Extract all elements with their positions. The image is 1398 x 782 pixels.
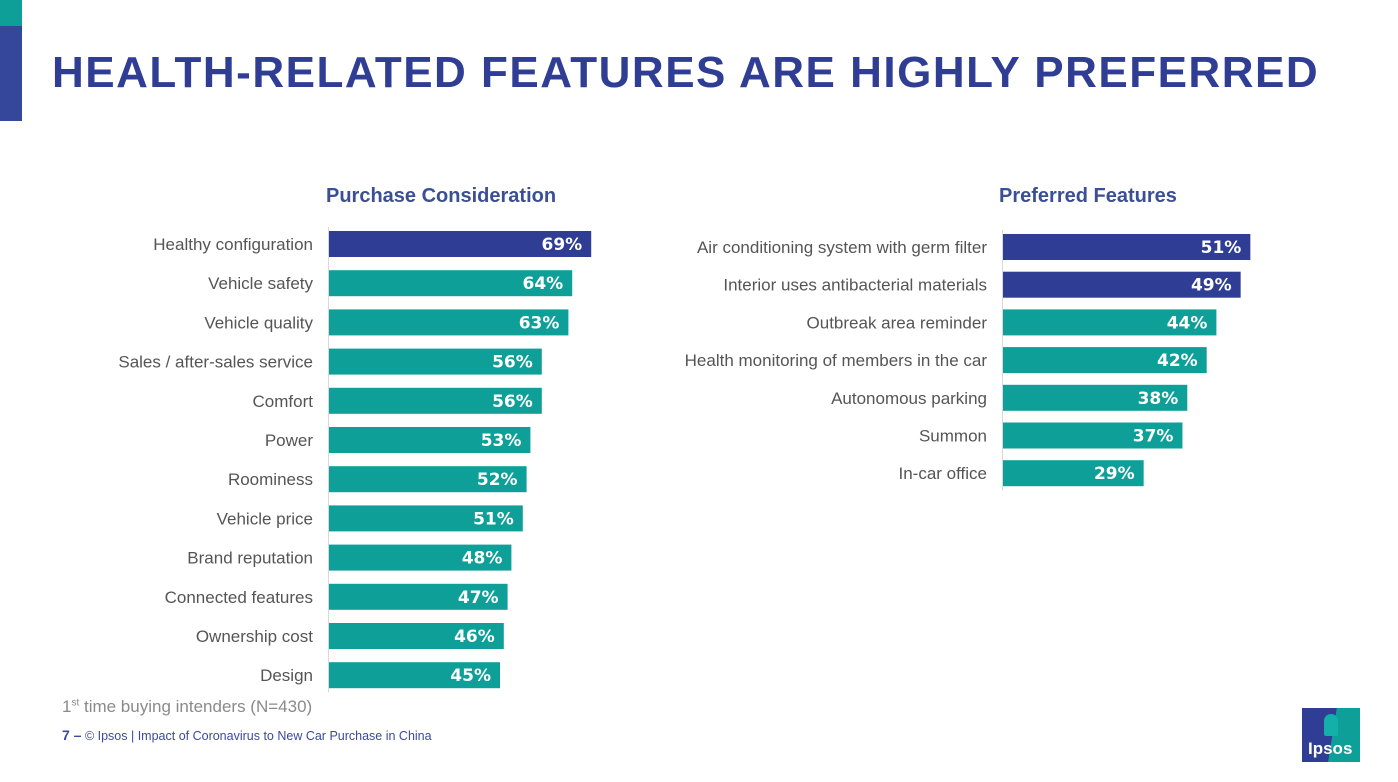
footnote-number: 1	[62, 697, 72, 716]
bar-0	[1003, 234, 1251, 260]
page-title: HEALTH-RELATED FEATURES ARE HIGHLY PREFE…	[52, 48, 1320, 97]
category-label-11: Design	[260, 666, 313, 685]
category-label-2: Vehicle quality	[204, 313, 313, 332]
footnote-text: time buying intenders (N=430)	[79, 697, 313, 716]
accent-bar-teal	[0, 0, 22, 26]
value-label-4: 38%	[1138, 389, 1179, 409]
value-label-1: 49%	[1191, 276, 1232, 296]
bar-5	[329, 427, 531, 453]
bar-6	[329, 466, 527, 493]
value-label-1: 64%	[522, 274, 563, 294]
category-label-0: Healthy configuration	[153, 235, 313, 254]
value-label-0: 69%	[541, 235, 582, 255]
footnote-superscript: st	[71, 697, 80, 709]
category-label-1: Vehicle safety	[208, 274, 313, 293]
chart-title-purchase-consideration: Purchase Consideration	[326, 185, 557, 207]
value-label-3: 42%	[1157, 351, 1198, 371]
bar-5	[1003, 422, 1183, 449]
bar-9	[329, 583, 508, 610]
category-label-1: Interior uses antibacterial materials	[723, 276, 987, 295]
value-label-5: 53%	[481, 431, 522, 451]
value-label-5: 37%	[1133, 427, 1174, 447]
logo-head-icon	[1324, 714, 1338, 736]
category-label-0: Air conditioning system with germ filter	[697, 238, 987, 257]
footer-text: © Ipsos | Impact of Coronavirus to New C…	[84, 729, 432, 743]
category-label-6: In-car office	[898, 464, 987, 483]
bar-8	[329, 544, 512, 571]
logo-text: Ipsos	[1308, 739, 1353, 758]
bar-4	[329, 387, 542, 414]
value-label-11: 45%	[450, 666, 491, 686]
bar-10	[329, 623, 504, 649]
category-label-5: Summon	[919, 427, 987, 446]
bar-7	[329, 505, 523, 532]
chart-title-preferred-features: Preferred Features	[999, 185, 1177, 207]
bar-2	[1003, 309, 1217, 336]
value-label-8: 48%	[462, 549, 503, 569]
category-label-6: Roominess	[228, 470, 313, 489]
category-label-10: Ownership cost	[196, 627, 313, 646]
category-label-3: Sales / after-sales service	[118, 353, 313, 372]
footer: 7 – © Ipsos | Impact of Coronavirus to N…	[62, 727, 432, 743]
bar-6	[1003, 460, 1144, 487]
value-label-2: 63%	[519, 313, 560, 333]
bar-0	[329, 231, 592, 257]
category-label-7: Vehicle price	[217, 509, 313, 528]
page-number: 7 –	[62, 727, 82, 743]
value-label-4: 56%	[492, 392, 533, 412]
value-label-6: 52%	[477, 470, 518, 490]
ipsos-logo: Ipsos	[1302, 708, 1360, 762]
bar-3	[329, 348, 542, 375]
sample-footnote: 1st time buying intenders (N=430)	[62, 697, 312, 717]
bar-3	[1003, 347, 1207, 374]
bar-2	[329, 309, 569, 336]
value-label-6: 29%	[1094, 464, 1135, 484]
category-label-4: Autonomous parking	[831, 389, 987, 408]
value-label-2: 44%	[1167, 313, 1208, 333]
value-label-0: 51%	[1201, 238, 1242, 258]
bar-1	[1003, 271, 1241, 298]
category-label-5: Power	[265, 431, 314, 450]
value-label-3: 56%	[492, 353, 533, 373]
value-label-10: 46%	[454, 627, 495, 647]
category-label-8: Brand reputation	[187, 549, 313, 568]
category-label-4: Comfort	[253, 392, 314, 411]
category-label-3: Health monitoring of members in the car	[685, 351, 988, 370]
value-label-7: 51%	[473, 509, 514, 529]
bar-1	[329, 270, 573, 297]
bar-11	[329, 662, 500, 689]
value-label-9: 47%	[458, 588, 499, 608]
category-label-9: Connected features	[165, 588, 313, 607]
category-label-2: Outbreak area reminder	[807, 313, 988, 332]
bar-4	[1003, 384, 1188, 411]
accent-bar-navy	[0, 26, 22, 121]
